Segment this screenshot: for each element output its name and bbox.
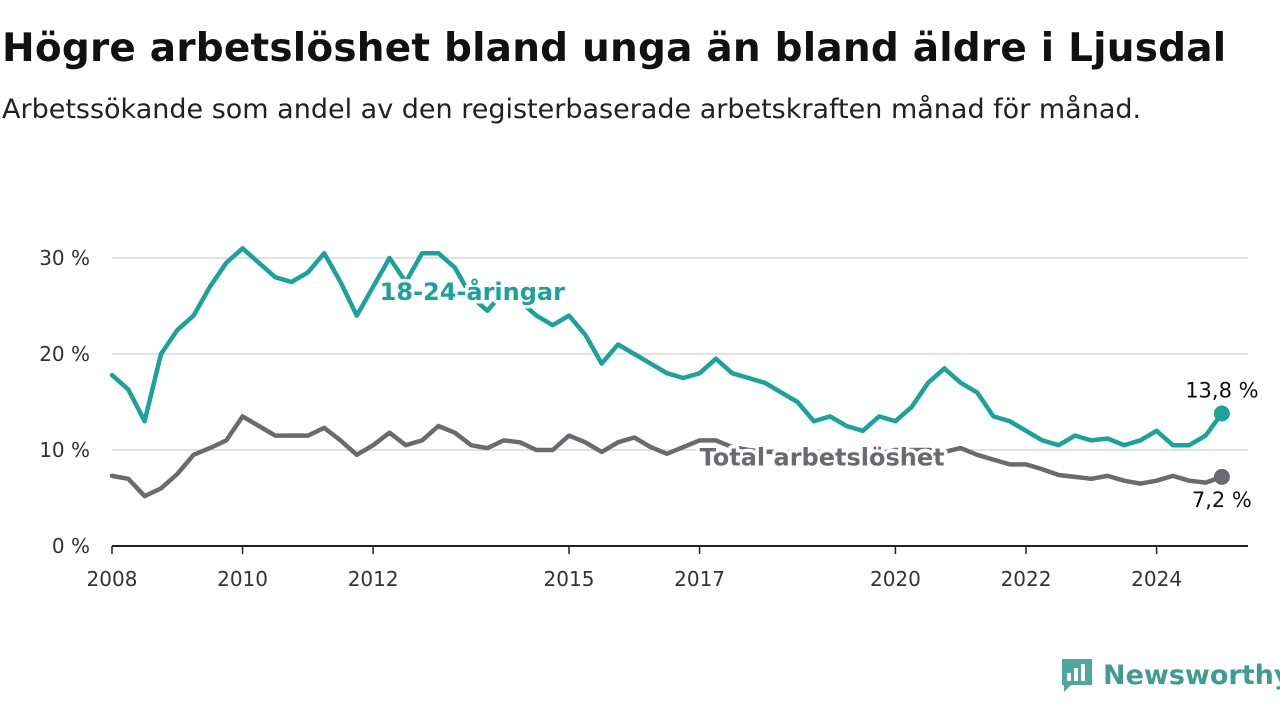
x-tick-label: 2015 (544, 567, 595, 591)
series-end-point-0 (1213, 405, 1230, 422)
y-tick-label: 0 % (52, 534, 90, 558)
chart-title: Högre arbetslöshet bland unga än bland ä… (2, 26, 1227, 71)
x-tick-label: 2022 (1001, 567, 1052, 591)
brand-name: Newsworthy (1103, 659, 1280, 691)
series-label-youth: 18-24-åringar (380, 277, 565, 306)
series-line-1 (109, 414, 1225, 499)
x-tick-label: 2020 (870, 567, 921, 591)
series-end-point-1 (1213, 468, 1230, 485)
series-line-0 (109, 246, 1225, 448)
x-tick-label: 2024 (1131, 567, 1182, 591)
x-tick-label: 2008 (87, 567, 138, 591)
end-label-total: 7,2 % (1192, 488, 1252, 512)
series-lines (109, 246, 1230, 499)
x-tick-label: 2012 (348, 567, 399, 591)
y-tick-label: 10 % (39, 438, 90, 462)
newsworthy-logo-icon (1062, 659, 1092, 692)
x-tick-label: 2017 (674, 567, 725, 591)
end-label-youth: 13,8 % (1185, 379, 1258, 403)
grid (112, 257, 1248, 451)
labels: 18-24-åringar Total arbetslöshet 13,8 % 7,2… (376, 274, 1258, 512)
y-tick-label: 30 % (39, 246, 90, 270)
series-label-total: Total arbetslöshet (700, 443, 945, 471)
brand-logo: Newsworthy (1059, 655, 1280, 695)
y-tick-label: 20 % (39, 342, 90, 366)
axes: 0 % 10 % 20 % 30 % 2008 2010 2012 2015 2017 2020 2… (39, 246, 1248, 591)
x-tick-label: 2010 (217, 567, 268, 591)
chart-subtitle: Arbetssökande som andel av den registerb… (2, 94, 1142, 125)
